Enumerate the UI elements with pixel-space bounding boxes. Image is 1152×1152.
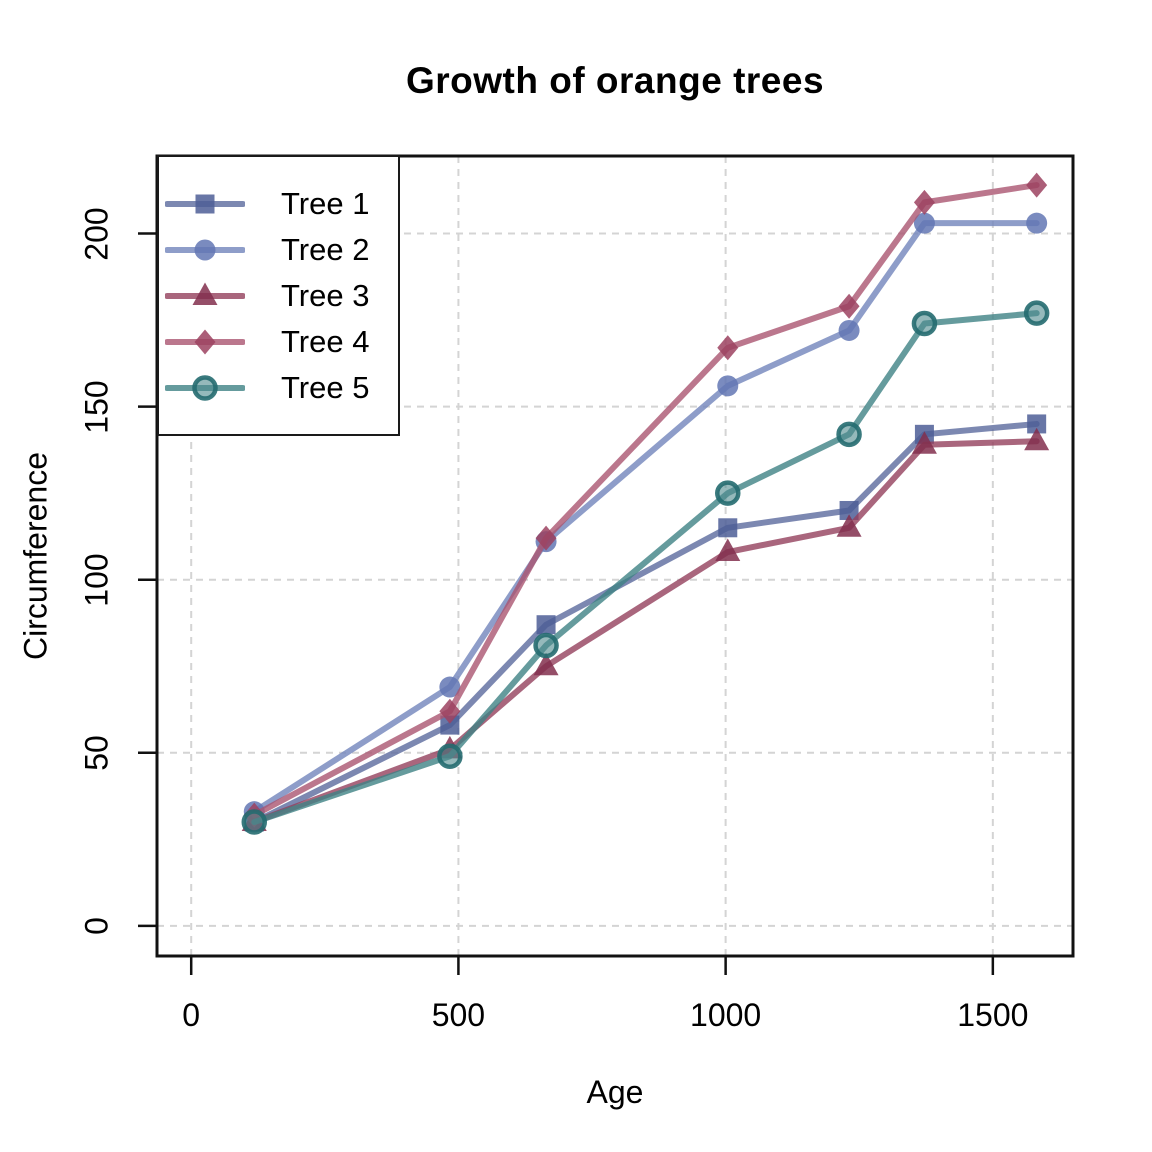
x-tick-label: 0	[182, 997, 201, 1033]
legend-item-tree-1: Tree 1	[165, 181, 398, 227]
marker-circle-ring	[836, 421, 862, 448]
marker-circle-ring	[715, 480, 741, 506]
marker-circle-ring	[1023, 300, 1050, 326]
marker-circle	[439, 676, 461, 698]
marker-circle-ring	[533, 632, 559, 659]
marker-circle	[838, 319, 860, 341]
marker-triangle	[911, 431, 937, 454]
marker-diamond	[1026, 172, 1048, 198]
marker-triangle	[836, 514, 862, 537]
marker-diamond	[194, 329, 216, 355]
marker-triangle	[715, 538, 741, 562]
marker-diamond	[439, 698, 461, 724]
x-tick-label: 500	[431, 997, 486, 1033]
y-tick-label: 200	[78, 206, 115, 261]
marker-square	[1027, 414, 1047, 434]
series-tree-1	[244, 414, 1047, 832]
y-tick-label: 100	[78, 553, 115, 607]
legend-item-tree-2: Tree 2	[165, 227, 398, 273]
y-tick-label: 50	[78, 735, 115, 771]
y-tick-label: 150	[78, 379, 115, 434]
legend-item-tree-5: Tree 5	[165, 365, 398, 411]
legend-label: Tree 1	[281, 186, 370, 221]
chart-title: Growth of orange trees	[405, 60, 825, 101]
marker-square	[718, 518, 738, 538]
legend-label: Tree 4	[281, 324, 370, 359]
plot-border	[155, 154, 1075, 958]
series-tree-4	[243, 172, 1048, 828]
marker-circle-ring	[192, 375, 218, 401]
marker-square	[440, 715, 460, 735]
legend-label: Tree 2	[281, 232, 370, 267]
marker-triangle	[192, 282, 218, 305]
legend-label: Tree 5	[281, 370, 370, 405]
x-tick-label: 1500	[957, 997, 1029, 1033]
legend-sample-square-icon	[165, 194, 245, 214]
marker-circle-ring	[437, 743, 463, 770]
marker-square	[839, 500, 859, 520]
marker-circle	[194, 239, 216, 261]
marker-square	[536, 615, 556, 635]
y-tick-label: 0	[78, 916, 115, 935]
legend: Tree 1 Tree 2 Tree 3 Tree 4 Tree 5	[157, 155, 400, 436]
x-axis-title: Age	[586, 1074, 644, 1110]
marker-circle-ring	[911, 310, 938, 337]
legend-sample-circle-icon	[165, 239, 245, 261]
marker-circle-ring	[241, 809, 268, 835]
legend-sample-diamond-icon	[165, 329, 245, 355]
marker-diamond	[535, 525, 557, 551]
marker-circle	[1026, 212, 1048, 234]
y-axis-title: Circumference	[17, 451, 54, 661]
series-line	[251, 420, 1040, 826]
marker-triangle	[533, 652, 559, 676]
series-tree-5	[241, 300, 1050, 835]
marker-circle	[717, 375, 739, 397]
legend-sample-circle-ring-icon	[165, 375, 245, 401]
marker-circle	[913, 212, 935, 234]
legend-item-tree-4: Tree 4	[165, 319, 398, 365]
legend-item-tree-3: Tree 3	[165, 273, 398, 319]
marker-diamond	[838, 293, 860, 319]
legend-sample-triangle-icon	[165, 282, 245, 305]
marker-triangle	[1024, 427, 1050, 451]
legend-label: Tree 3	[281, 278, 370, 313]
marker-diamond	[913, 189, 935, 215]
x-tick-label: 1000	[690, 997, 762, 1033]
marker-diamond	[717, 335, 739, 361]
marker-square	[195, 194, 215, 214]
